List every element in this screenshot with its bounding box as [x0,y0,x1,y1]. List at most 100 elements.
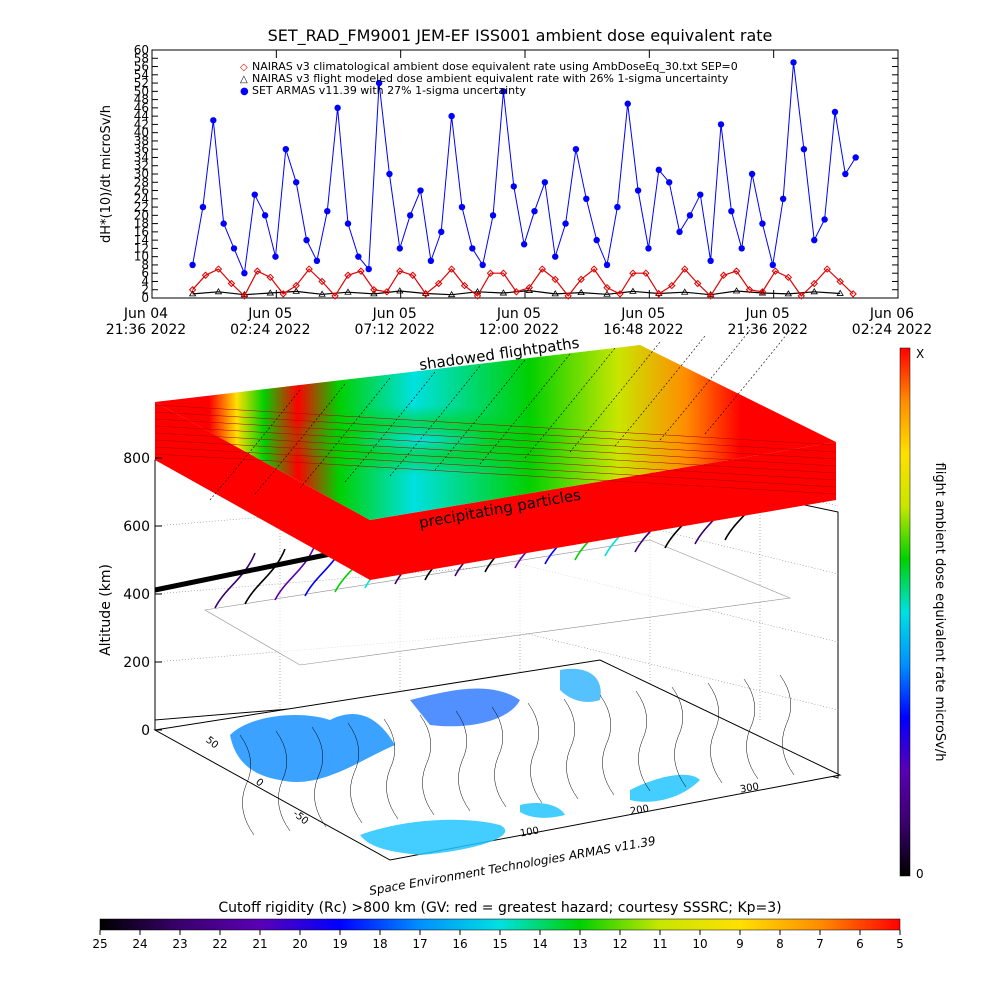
legend-entry-set-armas: SET ARMAS v11.39 with 27% 1-sigma uncert… [252,84,526,97]
data-point-diamond [486,269,495,277]
data-point-triangle [344,288,352,295]
slab-stripe [154,446,837,488]
y-tick-label: 52 [134,76,149,90]
colorbar-right-bar [899,347,911,877]
y-tick-label: 58 [134,51,149,65]
y-tick-label: 32 [134,159,149,173]
data-point-circle [697,191,704,198]
y-tick-label: 28 [134,175,149,189]
colorbar-tick-label: 14 [532,937,547,951]
data-point-circle [583,195,590,202]
y-tick-label: 4 [141,274,149,288]
ground-track-line [743,678,759,780]
y-tick-label: 56 [134,60,149,74]
data-point-circle [448,112,455,120]
data-point-diamond [434,279,443,288]
colorbar-tick-label: 16 [452,937,467,951]
legend-entry-nairas-flight: NAIRAS v3 flight modeled dose ambient eq… [252,72,729,85]
data-point-diamond [227,279,236,288]
y-tick-label: 30 [134,167,149,181]
x-tick-date-label: Jun 05 [496,306,541,322]
data-point-diamond [318,277,326,286]
y-tick-label: 2 [141,283,149,297]
data-point-diamond [357,267,365,275]
data-point-triangle [370,290,378,297]
colorbar-tick-label: 7 [816,937,824,951]
ground-track-line [239,734,255,836]
grid-line [519,631,839,711]
latitude-tick-label: 0 [253,777,265,790]
x-tick-date-label: Jun 04 [123,306,168,322]
data-point-triangle [525,286,534,293]
data-point-triangle [577,288,585,296]
data-point-triangle [732,287,741,294]
longitude-ticks: 100 200 300 [519,781,760,839]
y-tick-label: 54 [134,68,149,82]
data-point-circle [665,179,673,186]
data-point-circle [220,220,227,227]
colorbar-tick-label: 20 [292,937,307,951]
data-point-circle [748,170,756,178]
data-point-circle [811,236,818,244]
data-point-circle [624,100,631,107]
data-point-diamond [655,290,663,298]
y-tick-label: 14 [134,233,149,247]
colorbar-tick-label: 8 [776,937,784,951]
data-point-diamond [383,288,391,296]
legend-marker-diamond: ◇ [240,62,248,73]
data-point-circle [489,212,497,219]
data-point-diamond [279,290,287,298]
data-point-circle [282,146,290,153]
ground-track-line [383,718,399,820]
y-axis-label: dH*(10)/dt microSv/h [99,105,114,243]
colorbar-tick-label: 19 [332,937,347,951]
ground-track-line [347,722,363,824]
y-tick-label: 60 [134,43,149,57]
landmass-north [410,688,520,727]
dose-slab: shadowed flightpaths precipitating parti… [154,323,837,580]
colorbar-right-max-label: X [916,347,924,361]
colorbar-tick-label: 17 [412,937,427,951]
data-point-diamond [253,267,262,275]
colorbar-right-label: flight ambient dose equivalent rate micr… [932,463,947,762]
data-point-diamond [745,286,754,294]
x-tick-date-label: Jun 05 [247,306,292,322]
data-point-diamond [771,267,780,275]
x-tick-time-label: 02:24 2022 [230,322,310,338]
colorbar-right: X 0 flight ambient dose equivalent rate … [899,347,947,881]
data-point-circle [199,203,207,211]
data-point-diamond [784,273,793,282]
data-point-triangle [266,289,274,296]
legend: ◇ NAIRAS v3 climatological ambient dose … [240,60,738,97]
data-point-circle [686,212,694,219]
longitude-tick-label: 300 [739,781,760,795]
slab-stripe [154,425,837,467]
slab-track-line [704,323,796,435]
data-point-circle [541,179,549,186]
data-point-diamond [460,281,469,290]
data-point-circle [738,245,745,252]
y-tick-label: 12 [134,241,149,255]
data-point-diamond [577,275,585,284]
landmass-west [230,714,395,782]
colorbar-tick-label: 13 [572,937,587,951]
data-point-triangle [447,290,456,298]
data-point-circle [728,208,735,215]
data-point-circle [790,59,797,66]
ground-track-line [707,682,723,784]
data-point-diamond [266,273,274,282]
y-tick-label: 0 [141,291,149,305]
data-point-circle [303,236,310,244]
y-tick-label: 48 [134,93,149,107]
data-point-triangle [396,287,404,294]
y-tick-label: 44 [134,109,149,123]
data-point-diamond [421,290,430,298]
flight-track-line [244,548,286,605]
data-point-diamond [823,265,831,273]
data-point-circle [189,261,196,269]
slab-stripe [154,453,837,495]
colorbar-tick-label: 18 [372,937,387,951]
y-tick-label: 26 [134,184,149,198]
data-point-circle [210,117,217,124]
colorbar-tick-label: 21 [252,937,267,951]
